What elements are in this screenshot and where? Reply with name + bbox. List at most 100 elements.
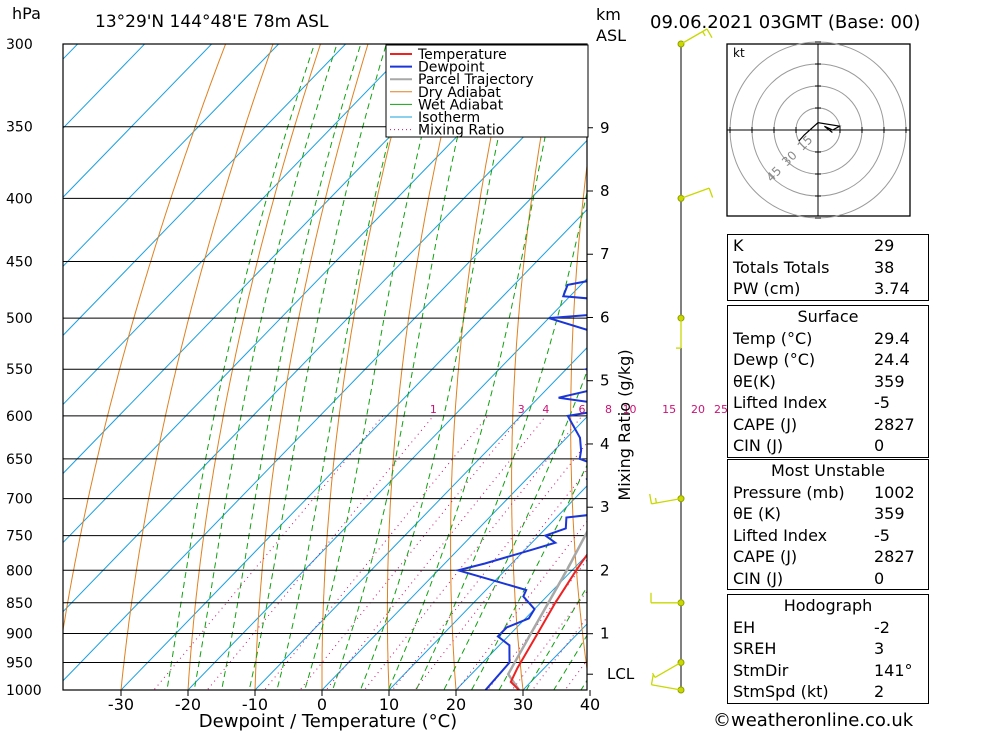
surface-key: Lifted Index: [733, 393, 828, 412]
surface-key: CIN (J): [733, 436, 784, 455]
hodograph-unit-label: kt: [733, 46, 745, 60]
dry-adiabat-line: [683, 0, 730, 716]
most-unstable-row: Lifted Index -5: [728, 525, 928, 547]
most-unstable-key: Lifted Index: [733, 525, 828, 545]
pressure-tick-label: 950: [6, 655, 33, 671]
wet-adiabat-line: [415, 190, 587, 690]
pressure-tick-label: 800: [6, 563, 33, 579]
dewpoint-line: [454, 280, 587, 690]
legend-label: Parcel Trajectory: [418, 72, 534, 88]
footer-copyright[interactable]: ©weatheronline.co.uk: [713, 710, 914, 731]
wet-adiabat-line: [166, 44, 316, 690]
mixing-ratio-line: [456, 520, 587, 690]
surface-row: Dewp (°C) 24.4: [728, 349, 928, 371]
legend-label: Isotherm: [418, 110, 480, 126]
index-key: Totals Totals: [733, 257, 830, 277]
surface-value: 2827: [874, 414, 915, 434]
pressure-tick-label: 400: [6, 191, 33, 207]
dry-adiabat-line: [187, 44, 322, 690]
pressure-tick-label: 650: [6, 452, 33, 468]
index-row: PW (cm) 3.74: [728, 278, 928, 300]
height-tick-label: 9: [600, 119, 610, 137]
mixing-ratio-line: [206, 415, 434, 690]
dry-adiabat-line: [628, 0, 670, 716]
isotherm-line: [63, 44, 213, 198]
x-tick-label: 20: [446, 695, 466, 714]
index-row: K 29: [728, 235, 928, 257]
most-unstable-key: Pressure (mb): [733, 482, 845, 502]
mixing-ratio-line: [391, 442, 587, 690]
most-unstable-value: -5: [874, 525, 890, 545]
surface-key: CAPE (J): [733, 414, 798, 434]
legend-label: Temperature: [417, 47, 507, 63]
x-tick-label: -30: [108, 695, 134, 714]
isotherm-line: [63, 139, 587, 682]
isotherm-line: [63, 44, 280, 268]
pressure-tick-label: 300: [6, 37, 33, 53]
most-unstable-row: Pressure (mb) 1002: [728, 482, 928, 504]
mixing-ratio-label: 8: [605, 403, 612, 416]
surface-row: θE(K) 359: [728, 371, 928, 393]
mixing-ratio-label: 1: [430, 403, 437, 416]
hodograph-row: EH -2: [728, 617, 928, 639]
wet-adiabat-line: [553, 634, 587, 690]
wind-barb-flag: [708, 187, 714, 198]
dry-adiabat-line: [985, 0, 1000, 716]
most-unstable-value: 359: [874, 504, 905, 523]
wet-adiabat-line: [470, 463, 587, 690]
dry-adiabat-line: [938, 0, 1000, 716]
wind-barb-flag: [654, 497, 658, 504]
pressure-tick-label: 900: [6, 626, 33, 642]
mixing-ratio-axis-label: Mixing Ratio (g/kg): [615, 349, 634, 500]
index-value: 29: [874, 236, 895, 255]
x-axis-label: Dewpoint / Temperature (°C): [199, 711, 457, 732]
parcel-trajectory-line: [506, 529, 587, 690]
wind-barb-flag: [706, 28, 713, 38]
location-label: 13°29'N 144°48'E 78m ASL: [95, 12, 329, 32]
hodograph-row: StmDir 141°: [728, 660, 928, 682]
wet-adiabat-line: [221, 44, 362, 690]
surface-title: Surface: [797, 307, 859, 326]
pressure-tick-label: 500: [6, 311, 33, 327]
x-tick-label: 40: [580, 695, 600, 714]
isotherm-line: [63, 44, 146, 129]
most-unstable-title: Most Unstable: [771, 461, 885, 480]
x-tick-label: -10: [242, 695, 268, 714]
most-unstable-row: CIN (J) 0: [728, 568, 928, 590]
pressure-unit-label: hPa: [12, 4, 41, 23]
isotherm-line: [63, 44, 414, 406]
plot-frame: [62, 43, 588, 691]
hodograph-row: SREH 3: [728, 638, 928, 660]
hodograph-key: StmDir: [733, 660, 789, 680]
mixing-ratio-label: 4: [542, 403, 549, 416]
most-unstable-key: CIN (J): [733, 568, 784, 588]
mixing-ratio-line: [299, 415, 522, 690]
pressure-tick-label: 450: [6, 255, 33, 271]
wind-barb-staff: [654, 661, 682, 679]
legend-label: Wet Adiabat: [418, 97, 504, 113]
surface-value: -5: [874, 393, 890, 412]
wind-barb-flag: [702, 31, 706, 37]
most-unstable-row: θE (K) 359: [728, 503, 928, 525]
x-tick-label: 30: [513, 695, 533, 714]
surface-row: CIN (J) 0: [728, 435, 928, 457]
x-tick-label: -20: [175, 695, 201, 714]
pressure-tick-label: 1000: [6, 683, 42, 699]
surface-value: 29.4: [874, 328, 910, 348]
hodograph-key: SREH: [733, 639, 777, 658]
wind-barb-flag: [649, 493, 653, 504]
surface-row: Temp (°C) 29.4: [728, 328, 928, 350]
index-key: K: [733, 236, 744, 255]
hodograph-trace: [798, 122, 842, 142]
mixing-ratio-line: [414, 469, 587, 690]
hodograph-row: StmSpd (kt) 2: [728, 681, 928, 703]
most-unstable-value: 1002: [874, 482, 915, 502]
index-row: Totals Totals 38: [728, 257, 928, 279]
mixing-ratio-line: [263, 415, 489, 690]
hodograph-table: Hodograph EH -2 SREH 3 StmDir 141° StmSpd (kt)…: [727, 594, 929, 704]
most-unstable-value: 0: [874, 568, 885, 588]
pressure-tick-label: 550: [6, 362, 33, 378]
hodograph-table-title: Hodograph: [783, 596, 873, 615]
height-tick-label: 6: [600, 308, 610, 326]
hodograph-value: 141°: [874, 660, 913, 680]
